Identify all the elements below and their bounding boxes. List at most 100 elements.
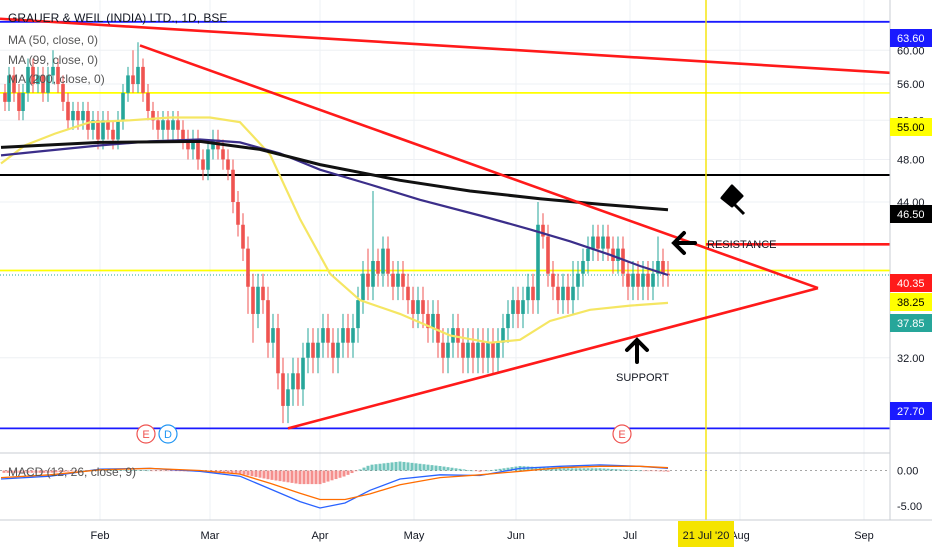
ma50-line <box>0 116 669 344</box>
price-axis: 60.0056.0052.0048.0044.0032.0063.6055.00… <box>889 0 932 550</box>
candle-body <box>306 342 310 358</box>
macd-histogram-bar <box>326 470 330 482</box>
candle-body <box>301 357 305 390</box>
candle-body <box>631 273 635 287</box>
candle-body <box>621 248 625 274</box>
macd-histogram-bar <box>298 470 302 485</box>
macd-histogram-bar <box>146 470 150 472</box>
macd-histogram-bar <box>38 470 42 473</box>
candle-body <box>191 139 195 150</box>
macd-histogram-bar <box>442 466 446 471</box>
macd-histogram-bar <box>290 470 294 483</box>
x-tick-label: Jul <box>623 530 637 542</box>
candle-body <box>601 236 605 249</box>
macd-histogram-bar <box>262 470 266 479</box>
candle-body <box>596 236 600 249</box>
macd-legend: MACD (12, 26, close, 9) <box>8 465 137 479</box>
macd-histogram-bar <box>374 464 378 471</box>
candle-body <box>331 342 335 358</box>
ma50-legend: MA (50, close, 0) <box>8 33 99 47</box>
macd-histogram-bar <box>462 469 466 471</box>
candle-body <box>341 328 345 343</box>
support-arrow-icon <box>625 337 649 364</box>
y-tick-label: 56.00 <box>897 79 925 91</box>
candle-body <box>106 120 110 130</box>
price-tag <box>890 293 932 311</box>
candle-body <box>36 75 40 85</box>
candle-body <box>51 66 55 76</box>
x-tick-label: May <box>404 530 425 542</box>
candle-body <box>296 373 300 390</box>
macd-histogram-bar <box>506 467 510 471</box>
macd-histogram-bar <box>386 462 390 471</box>
macd-histogram-bar <box>458 468 462 471</box>
candle-body <box>561 286 565 301</box>
macd-tick-label: 0.00 <box>897 466 918 478</box>
candle-body <box>321 328 325 343</box>
x-tick-label: Mar <box>201 530 220 542</box>
macd-histogram-bar <box>418 463 422 471</box>
ma200-line <box>0 139 669 212</box>
candle-body <box>646 273 650 287</box>
x-tick-label: Apr <box>311 530 328 542</box>
macd-histogram-bar <box>122 469 126 471</box>
macd-histogram-bar <box>302 470 306 485</box>
chart-title: GRAUER & WEIL (INDIA) LTD., 1D, BSE <box>8 11 228 25</box>
candle-body <box>441 342 445 358</box>
candle-body <box>31 66 35 85</box>
macd-histogram-bar <box>534 466 538 471</box>
candle-body <box>12 75 16 93</box>
macd-histogram-bar <box>74 470 78 472</box>
candles <box>3 42 670 424</box>
annotations: RESISTANCE SUPPORT <box>616 184 776 384</box>
macd-histogram-bar <box>346 470 350 475</box>
macd-histogram-bar <box>270 470 274 480</box>
macd-tick-label: -5.00 <box>897 501 922 513</box>
macd-histogram-bar <box>658 470 662 472</box>
macd-histogram-bar <box>154 470 158 472</box>
macd-histogram-bar <box>230 470 234 474</box>
support-label: SUPPORT <box>616 372 669 384</box>
candle-body <box>616 248 620 262</box>
macd-histogram-bar <box>578 468 582 471</box>
y-tick-label: 32.00 <box>897 353 925 365</box>
candle-body <box>236 202 240 225</box>
macd-histogram-bar <box>566 468 570 471</box>
candle-body <box>521 300 525 314</box>
time-axis: Feb Mar Apr May Jun Jul Aug Sep 21 Jul '20 <box>0 519 932 547</box>
macd-histogram-bar <box>402 461 406 471</box>
macd-histogram-bar <box>322 470 326 483</box>
candle-body <box>436 313 440 343</box>
candle-body <box>21 92 25 111</box>
macd-histogram-bar <box>310 470 314 485</box>
candle-body <box>391 273 395 287</box>
candle-body <box>86 110 90 130</box>
macd-histogram-bar <box>354 470 358 472</box>
event-marker-label: E <box>142 429 149 441</box>
macd-histogram-bar <box>498 468 502 471</box>
candle-body <box>176 120 180 130</box>
candle-body <box>71 110 75 121</box>
candle-body <box>241 224 245 249</box>
macd-histogram-bar <box>486 470 490 472</box>
event-marker-icon <box>612 424 632 444</box>
macd-histogram-bar <box>626 469 630 471</box>
candle-body <box>506 313 510 329</box>
macd-histogram-bar <box>590 468 594 471</box>
cursor-date-tag <box>678 521 734 547</box>
candle-body <box>266 300 270 343</box>
candle-body <box>101 120 105 140</box>
macd-histogram-bar <box>170 470 174 472</box>
macd-histogram-bar <box>138 470 142 471</box>
candle-body <box>366 273 370 287</box>
macd-histogram-bar <box>266 470 270 480</box>
macd-histogram-bar <box>474 470 478 472</box>
candle-body <box>246 248 250 287</box>
macd-histogram-bar <box>278 470 282 482</box>
candle-body <box>421 300 425 314</box>
candle-body <box>461 342 465 358</box>
trendline <box>139 44 819 290</box>
candle-body <box>471 342 475 358</box>
price-tag-label: 55.00 <box>897 122 925 134</box>
